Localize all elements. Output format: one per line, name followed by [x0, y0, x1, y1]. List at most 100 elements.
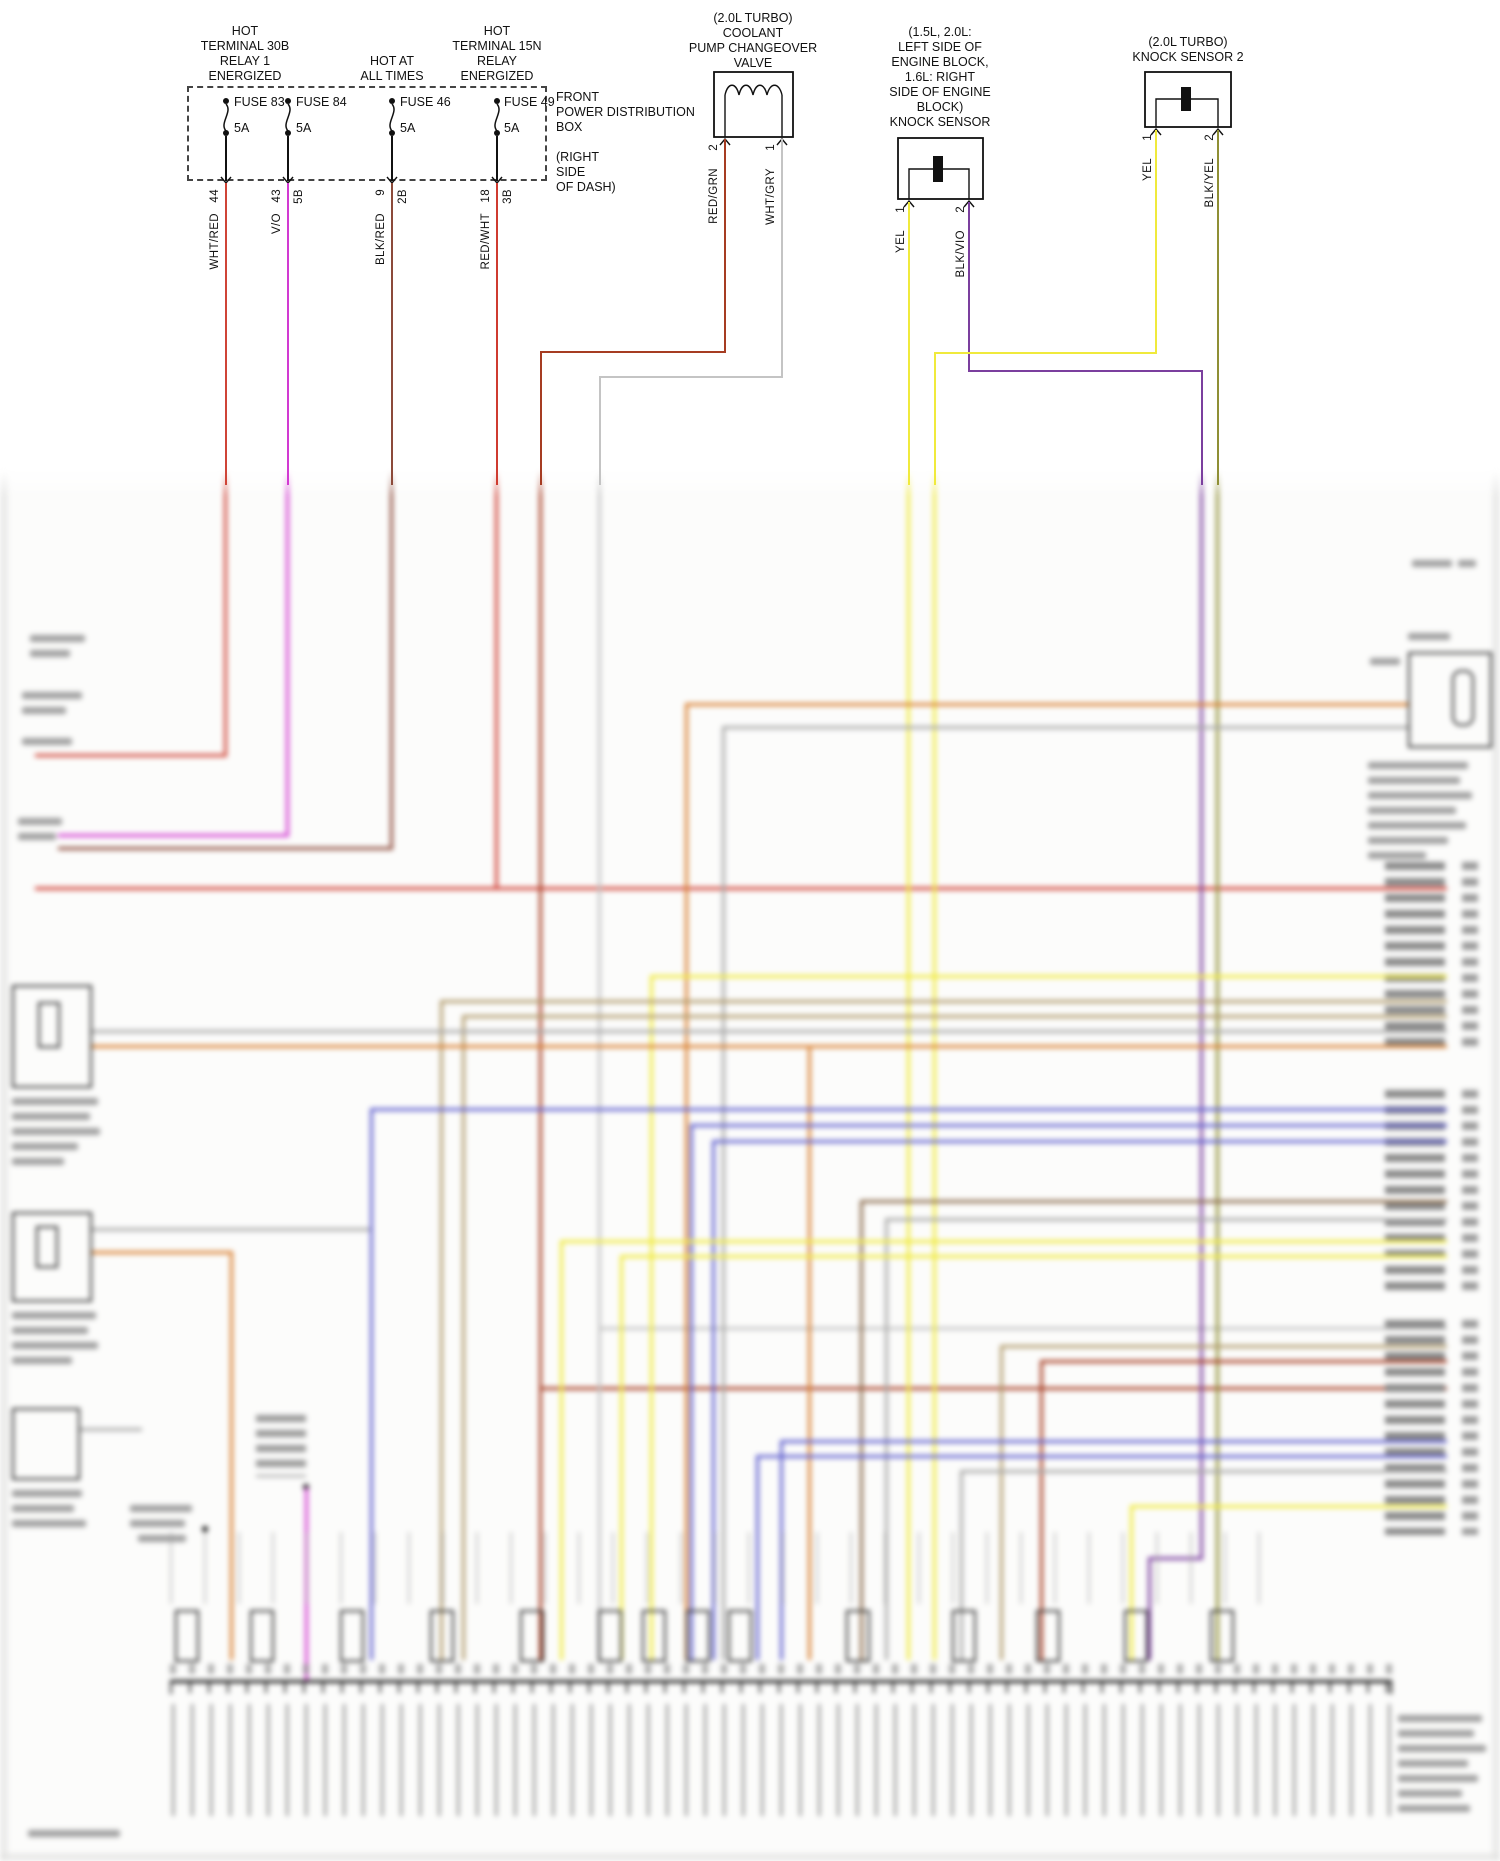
blurred-text — [12, 1327, 88, 1334]
blurred-text — [22, 707, 66, 714]
hot-at-all-times-label: HOT AT ALL TIMES — [360, 54, 424, 83]
wire-color-label: RED/GRN — [708, 168, 720, 224]
fuse-node-dot — [285, 130, 291, 136]
blurred-text — [28, 1830, 120, 1837]
blurred-text — [18, 818, 62, 825]
wire-wht-red — [225, 183, 227, 485]
wire-wht-gry — [781, 139, 783, 378]
blurred-text — [1368, 822, 1466, 829]
wire-blk-vio — [968, 202, 970, 372]
fuse-rating: 5A — [400, 121, 416, 135]
blurred-wire — [722, 726, 725, 1660]
blurred-diagram-region — [0, 470, 1500, 1861]
fuse-icon — [285, 104, 291, 131]
fuse-node-dot — [285, 98, 291, 104]
fuse-icon — [389, 104, 395, 131]
fuse-name: FUSE 84 — [296, 95, 347, 109]
wire-pin-number: 2B — [397, 189, 409, 204]
blurred-component — [952, 1610, 976, 1662]
blurred-wire — [860, 1200, 863, 1660]
blurred-component — [12, 985, 92, 1088]
wire-pin-number: 2 — [1204, 134, 1216, 141]
wire-yel — [1155, 130, 1157, 354]
blurred-text — [12, 1113, 90, 1120]
blurred-wire — [224, 470, 227, 757]
wire-color-label: WHT/GRY — [765, 168, 777, 225]
blurred-wire — [560, 1240, 563, 1660]
wire-color-label: YEL — [895, 230, 907, 253]
valve-title: (2.0L TURBO) COOLANT PUMP CHANGEOVER VAL… — [688, 11, 818, 70]
wire-red-wht — [496, 183, 498, 485]
blurred-wire — [462, 1015, 1447, 1018]
wire-blk-vio — [968, 370, 1203, 372]
wire-color-label: V/O — [271, 213, 283, 235]
blurred-text — [1370, 658, 1400, 665]
blurred-connector-strip — [170, 1680, 1392, 1683]
blurred-component — [12, 1212, 92, 1302]
wire-pin-number: 2 — [955, 206, 967, 213]
wire-pin-number: 1 — [895, 206, 907, 213]
fuse-name: FUSE 49 — [504, 95, 555, 109]
blurred-component — [1408, 652, 1492, 748]
fuse-node-dot — [494, 130, 500, 136]
wire-color-label: BLK/RED — [375, 213, 387, 266]
blurred-text — [1368, 792, 1472, 799]
blurred-component — [642, 1610, 666, 1662]
fuse-rating: 5A — [234, 121, 250, 135]
blurred-text — [22, 692, 82, 699]
blurred-text — [1368, 807, 1456, 814]
page-edge — [0, 470, 8, 1861]
page-edge — [0, 1853, 1500, 1861]
blurred-text — [1398, 1790, 1462, 1797]
knock-sensor-title: (1.5L, 2.0L: LEFT SIDE OF ENGINE BLOCK, … — [889, 25, 991, 129]
blurred-rotated-labels — [172, 1704, 1392, 1816]
blurred-wire — [92, 1045, 1447, 1048]
power-box-caption: FRONT POWER DISTRIBUTION BOX — [556, 90, 695, 134]
fuse-node-dot — [223, 98, 229, 104]
blurred-text — [12, 1312, 96, 1319]
blurred-component — [430, 1610, 454, 1662]
blurred-wire — [1216, 470, 1219, 1660]
knock-sensor-symbol — [897, 137, 984, 200]
blurred-text — [1398, 1730, 1474, 1737]
blurred-wire — [860, 1200, 1447, 1203]
blurred-text — [1398, 1715, 1482, 1722]
fuse-name: FUSE 46 — [400, 95, 451, 109]
blurred-wire — [1130, 1505, 1447, 1508]
blurred-text — [1368, 852, 1426, 859]
blurred-text — [130, 1505, 192, 1512]
blurred-label-stack — [1385, 1090, 1445, 1290]
page-edge — [1492, 470, 1500, 1861]
blurred-wire — [690, 1124, 1447, 1127]
wire-yel — [908, 202, 910, 485]
blurred-wire — [390, 470, 393, 850]
blurred-wire — [885, 1218, 1447, 1221]
blurred-text — [18, 833, 56, 840]
wire-color-label: WHT/RED — [209, 213, 221, 270]
blurred-text — [12, 1505, 74, 1512]
blurred-wire — [35, 754, 227, 757]
fuse-icon — [223, 104, 229, 131]
blurred-text — [30, 635, 85, 642]
wire-blk-red — [391, 183, 393, 485]
blurred-text — [1398, 1775, 1478, 1782]
blurred-wire — [808, 1045, 811, 1660]
blurred-junction — [202, 1526, 208, 1532]
wire-pin-number: 1 — [765, 144, 777, 151]
blur-fade — [0, 470, 1500, 496]
blurred-component — [598, 1610, 622, 1662]
wire-red-grn — [540, 351, 726, 353]
hot-terminal-15n-label: HOT TERMINAL 15N RELAY ENERGIZED — [452, 24, 542, 83]
fuse-node-dot — [223, 130, 229, 136]
fuse-node-dot — [494, 98, 500, 104]
blurred-component — [38, 1002, 60, 1048]
blurred-wire — [92, 1030, 1447, 1033]
wire-yel — [934, 352, 1157, 354]
blurred-wire — [35, 887, 1447, 890]
blurred-wire — [539, 470, 542, 1660]
blurred-text — [12, 1357, 72, 1364]
wire-red-grn — [540, 351, 542, 485]
blurred-label-stack — [1385, 862, 1445, 1052]
blurred-text — [1398, 1805, 1470, 1812]
wire-pin-number: 43 — [271, 189, 283, 203]
